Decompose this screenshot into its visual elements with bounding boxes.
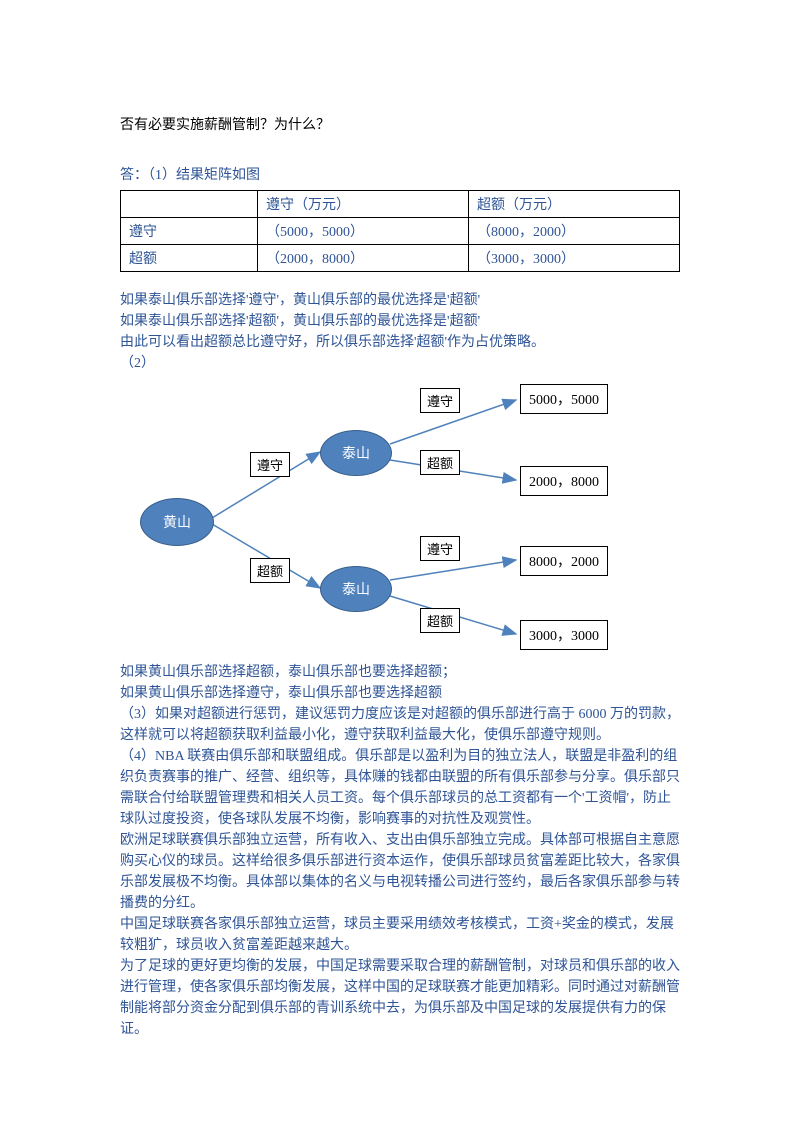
- paragraph: 如果黄山俱乐部选择超额，泰山俱乐部也要选择超额；: [120, 662, 680, 683]
- edge-label: 遵守: [420, 536, 460, 561]
- outcome: 3000，3000: [520, 620, 608, 650]
- node-label: 黄山: [163, 512, 191, 532]
- table-cell: [121, 191, 258, 218]
- question-text: 否有必要实施薪酬管制？为什么？: [120, 114, 680, 134]
- paragraph: （4）NBA 联赛由俱乐部和联盟组成。俱乐部是以盈利为目的独立法人，联盟是非盈利…: [120, 746, 680, 830]
- paragraph: 由此可以看出超额总比遵守好，所以俱乐部选择'超额'作为占优策略。: [120, 332, 680, 353]
- decision-tree-diagram: 黄山 泰山 泰山 遵守 超额 遵守 超额 遵守 超额 5000，5000 200…: [120, 378, 680, 658]
- edge-label: 超额: [250, 558, 290, 583]
- paragraph: 欧洲足球联赛俱乐部独立运营，所有收入、支出由俱乐部独立完成。具体部可根据自主意愿…: [120, 830, 680, 914]
- edge-label: 遵守: [250, 452, 290, 477]
- node-huangshan: 黄山: [140, 498, 214, 546]
- paragraph: 如果泰山俱乐部选择'超额'，黄山俱乐部的最优选择是'超额': [120, 311, 680, 332]
- table-cell: 遵守（万元）: [258, 191, 469, 218]
- paragraph: 如果泰山俱乐部选择'遵守'，黄山俱乐部的最优选择是'超额': [120, 290, 680, 311]
- answer-header: 答：（1）结果矩阵如图: [120, 164, 680, 184]
- table-header-row: 遵守（万元） 超额（万元）: [121, 191, 680, 218]
- outcome: 2000，8000: [520, 466, 608, 496]
- paragraph: 为了足球的更好更均衡的发展，中国足球需要采取合理的薪酬管制，对球员和俱乐部的收入…: [120, 956, 680, 1040]
- table-cell: （2000，8000）: [258, 245, 469, 272]
- table-cell: 超额（万元）: [469, 191, 680, 218]
- outcome: 8000，2000: [520, 546, 608, 576]
- table-cell: 超额: [121, 245, 258, 272]
- paragraph: （3）如果对超额进行惩罚，建议惩罚力度应该是对超额的俱乐部进行高于 6000 万…: [120, 704, 680, 746]
- table-cell: 遵守: [121, 218, 258, 245]
- edge-label: 遵守: [420, 388, 460, 413]
- node-taishan: 泰山: [320, 430, 392, 476]
- node-taishan: 泰山: [320, 566, 392, 612]
- edge-label: 超额: [420, 608, 460, 633]
- payoff-matrix: 遵守（万元） 超额（万元） 遵守 （5000，5000） （8000，2000）…: [120, 190, 680, 272]
- table-cell: （8000，2000）: [469, 218, 680, 245]
- edge-label: 超额: [420, 450, 460, 475]
- paragraph: 中国足球联赛各家俱乐部独立运营，球员主要采用绩效考核模式，工资+奖金的模式，发展…: [120, 914, 680, 956]
- paragraph: （2）: [120, 353, 680, 374]
- table-cell: （3000，3000）: [469, 245, 680, 272]
- table-row: 遵守 （5000，5000） （8000，2000）: [121, 218, 680, 245]
- paragraph: 如果黄山俱乐部选择遵守，泰山俱乐部也要选择超额: [120, 683, 680, 704]
- node-label: 泰山: [342, 579, 370, 599]
- table-row: 超额 （2000，8000） （3000，3000）: [121, 245, 680, 272]
- outcome: 5000，5000: [520, 384, 608, 414]
- node-label: 泰山: [342, 443, 370, 463]
- table-cell: （5000，5000）: [258, 218, 469, 245]
